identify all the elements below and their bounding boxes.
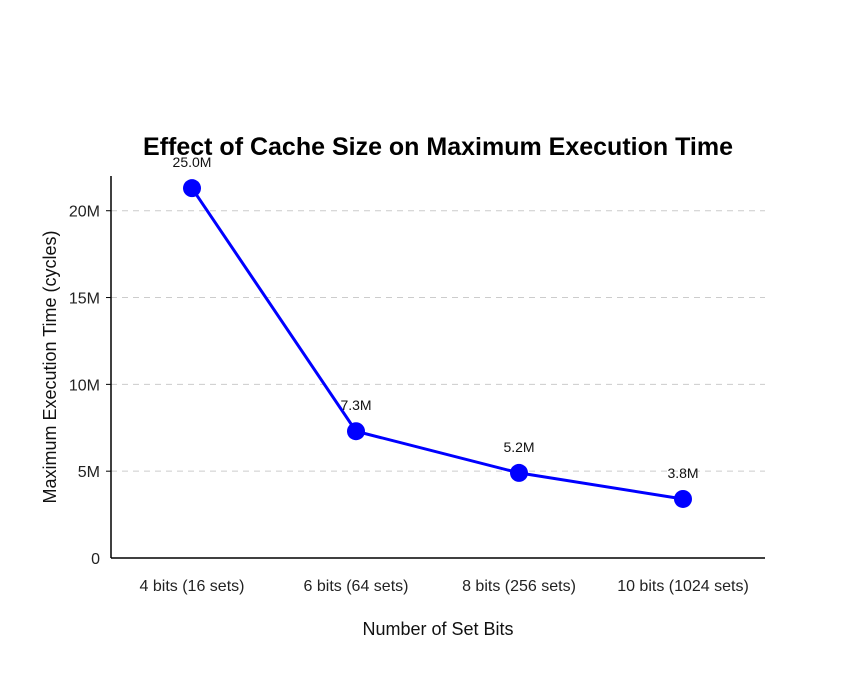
- data-labels: 25.0M 7.3M 5.2M 3.8M: [173, 154, 699, 481]
- data-point: [510, 463, 528, 482]
- data-label: 7.3M: [340, 397, 371, 413]
- series-line: [190, 187, 684, 501]
- grid-lines: [111, 210, 765, 472]
- y-tick-labels: 0 5M 10M 15M 20M: [69, 204, 111, 568]
- data-label: 25.0M: [173, 154, 212, 170]
- y-tick-label: 15M: [69, 291, 100, 308]
- data-point: [347, 422, 365, 441]
- data-point: [183, 179, 201, 198]
- x-tick-labels: 4 bits (16 sets) 6 bits (64 sets) 8 bits (…: [140, 578, 749, 595]
- chart-title: Effect of Cache Size on Maximum Executio…: [143, 133, 733, 161]
- y-tick-label: 5M: [78, 464, 100, 481]
- axes: [110, 176, 765, 559]
- x-tick-label: 6 bits (64 sets): [304, 578, 409, 595]
- data-label: 3.8M: [667, 465, 698, 481]
- y-tick-label: 10M: [69, 377, 100, 394]
- y-tick-label: 0: [91, 551, 100, 568]
- x-tick-label: 10 bits (1024 sets): [617, 578, 749, 595]
- series: [183, 179, 692, 508]
- x-tick-label: 4 bits (16 sets): [140, 578, 245, 595]
- x-axis-label: Number of Set Bits: [362, 619, 513, 639]
- data-point: [674, 489, 692, 508]
- data-label: 5.2M: [503, 439, 534, 455]
- y-tick-label: 20M: [69, 204, 100, 221]
- x-tick-label: 8 bits (256 sets): [462, 578, 576, 595]
- y-axis-label: Maximum Execution Time (cycles): [40, 230, 60, 503]
